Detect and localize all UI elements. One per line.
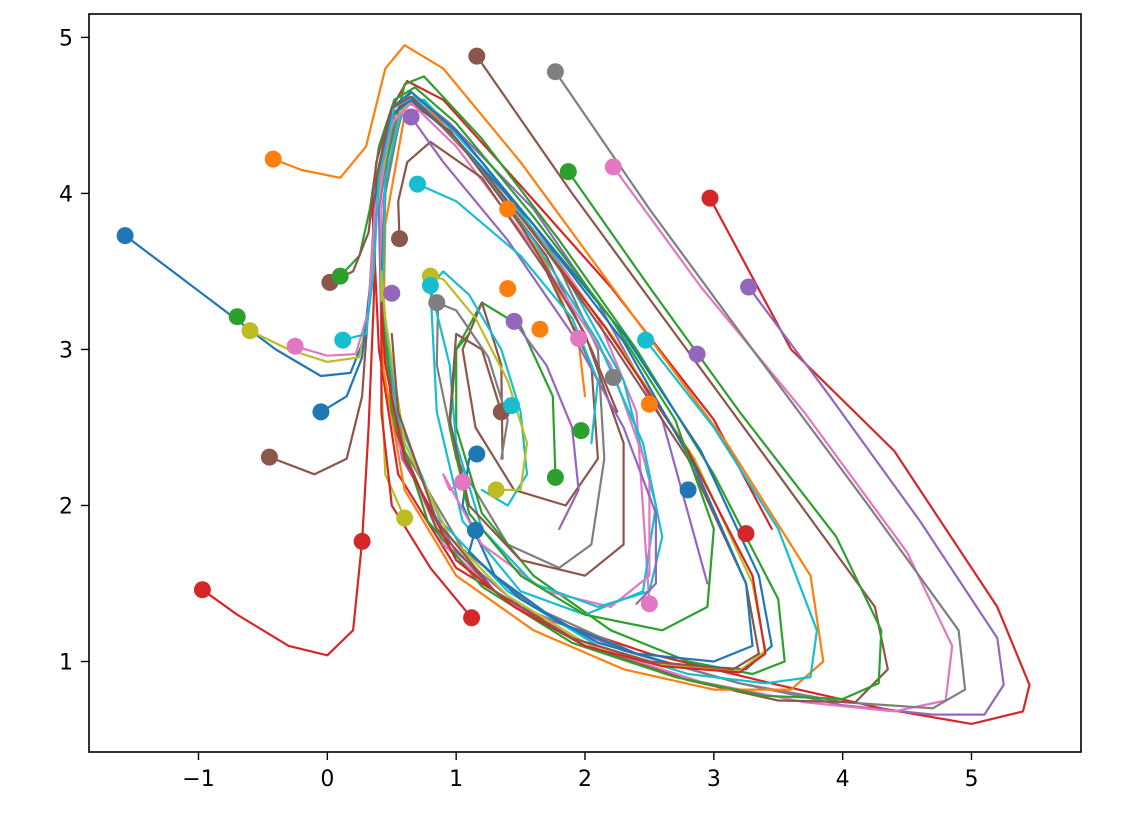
start-point-marker-20 xyxy=(546,63,564,81)
start-point-marker-14 xyxy=(409,175,426,193)
start-point-marker-11 xyxy=(331,267,349,285)
start-point-marker-18 xyxy=(428,294,446,312)
trajectory-line-16 xyxy=(328,95,625,577)
y-tick-label: 2 xyxy=(59,494,73,519)
y-tick-label: 3 xyxy=(59,338,73,363)
start-point-marker-39 xyxy=(487,481,505,499)
y-tick-label: 4 xyxy=(59,182,73,207)
start-point-marker-15 xyxy=(383,284,401,302)
start-point-marker-33 xyxy=(640,395,658,413)
start-point-marker-8 xyxy=(353,532,371,550)
start-point-marker-5 xyxy=(334,331,352,349)
start-point-marker-35 xyxy=(503,397,521,415)
x-tick-label: 0 xyxy=(320,767,334,792)
start-point-marker-22 xyxy=(604,158,622,176)
start-point-marker-6 xyxy=(312,403,330,421)
start-point-marker-45 xyxy=(640,595,658,613)
y-tick-label: 1 xyxy=(59,651,73,676)
trajectory-line-21 xyxy=(429,270,529,507)
y-tick-label: 5 xyxy=(59,26,73,51)
trajectory-line-20 xyxy=(512,320,580,531)
start-point-marker-24 xyxy=(740,278,758,296)
start-point-marker-2 xyxy=(228,308,246,326)
start-point-marker-44 xyxy=(737,525,755,543)
start-point-marker-17 xyxy=(421,277,439,294)
x-tick-label: 3 xyxy=(707,767,721,792)
trajectory-line-8 xyxy=(123,90,773,671)
start-point-marker-9 xyxy=(193,581,211,599)
y-axis: 1 2 3 4 5 xyxy=(59,26,89,676)
start-point-marker-40 xyxy=(454,473,472,491)
trajectory-line-6 xyxy=(380,75,883,701)
marker-layer xyxy=(116,47,758,627)
series-layer xyxy=(123,44,1031,726)
start-point-marker-42 xyxy=(396,509,414,527)
start-point-marker-13 xyxy=(402,108,420,126)
x-tick-label: 5 xyxy=(964,767,978,792)
start-point-marker-21 xyxy=(559,163,577,181)
start-point-marker-31 xyxy=(688,345,706,363)
start-point-marker-46 xyxy=(463,609,481,627)
start-point-marker-7 xyxy=(260,448,278,466)
start-point-marker-19 xyxy=(468,47,486,65)
start-point-marker-37 xyxy=(468,445,486,463)
start-point-marker-3 xyxy=(241,322,259,340)
start-point-marker-12 xyxy=(391,230,408,248)
x-tick-label: 2 xyxy=(578,767,592,792)
start-point-marker-25 xyxy=(499,200,517,218)
x-axis: −1 0 1 2 3 4 5 xyxy=(182,752,978,792)
start-point-marker-26 xyxy=(499,280,517,298)
start-point-marker-43 xyxy=(467,521,484,539)
start-point-marker-30 xyxy=(637,331,655,349)
start-point-marker-0 xyxy=(116,227,134,245)
trajectory-line-11 xyxy=(268,98,761,671)
trajectory-line-17 xyxy=(397,140,600,507)
trajectory-line-23 xyxy=(435,301,509,460)
start-point-marker-23 xyxy=(701,189,719,207)
trajectory-line-10 xyxy=(201,98,767,674)
start-point-marker-32 xyxy=(604,369,622,386)
trajectory-line-19 xyxy=(416,183,600,445)
start-point-marker-28 xyxy=(531,320,549,338)
start-point-marker-27 xyxy=(505,312,523,330)
start-point-marker-4 xyxy=(286,337,304,355)
start-point-marker-41 xyxy=(679,481,697,499)
start-point-marker-29 xyxy=(570,330,588,347)
x-tick-label: 4 xyxy=(836,767,850,792)
start-point-marker-38 xyxy=(546,468,564,486)
start-point-marker-36 xyxy=(572,422,590,440)
x-tick-label: −1 xyxy=(182,767,214,792)
trajectory-line-22 xyxy=(429,275,529,491)
start-point-marker-1 xyxy=(264,150,282,168)
x-tick-label: 1 xyxy=(449,767,463,792)
